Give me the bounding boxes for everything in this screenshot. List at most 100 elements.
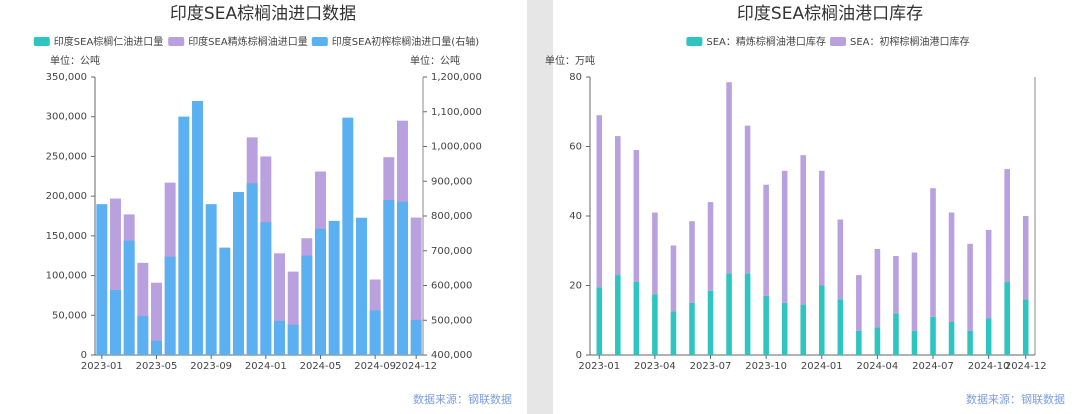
bar xyxy=(178,116,190,356)
bar xyxy=(633,149,640,283)
bar xyxy=(301,255,313,355)
x-tick-label: 2023-07 xyxy=(690,361,732,372)
bar xyxy=(985,229,992,319)
bar xyxy=(781,302,788,355)
x-tick-label: 2024-12 xyxy=(395,361,437,372)
bar xyxy=(274,320,285,355)
y-tick-label: 80 xyxy=(569,72,582,83)
chart-title: 印度SEA棕榈油港口库存 xyxy=(737,4,923,24)
legend-label: 印度SEA棕榈仁油进口量 xyxy=(54,35,164,48)
bar xyxy=(689,221,695,303)
y-tick-label: 200,000 xyxy=(46,191,87,202)
y-tick-label: 40 xyxy=(569,211,582,222)
bar xyxy=(893,313,899,355)
bar xyxy=(615,275,621,355)
legend-label: 印度SEA初榨棕榈油进口量(右轴) xyxy=(332,35,479,48)
bar xyxy=(356,217,367,355)
bar xyxy=(287,271,299,355)
legend-swatch xyxy=(33,37,50,46)
bar xyxy=(893,255,899,314)
bar xyxy=(596,287,603,355)
y2-axis-label: 单位：公吨 xyxy=(410,54,460,67)
bar xyxy=(930,316,936,355)
bar xyxy=(837,219,844,300)
x-tick-label: 2023-01 xyxy=(578,361,620,372)
bar xyxy=(726,273,732,355)
legend-swatch xyxy=(686,37,703,46)
y-tick-label: 350,000 xyxy=(46,72,87,83)
bar xyxy=(911,252,918,331)
bar xyxy=(800,304,807,355)
bar xyxy=(948,212,955,322)
x-tick-label: 2024-04 xyxy=(856,361,898,372)
bar xyxy=(110,198,121,355)
x-tick-label: 2024-01 xyxy=(245,361,287,372)
y2-tick-label: 1,100,000 xyxy=(431,107,482,118)
bar xyxy=(137,316,149,355)
y-tick-label: 0 xyxy=(576,350,582,361)
y-tick-label: 50,000 xyxy=(52,310,87,321)
bar xyxy=(219,247,231,355)
x-tick-label: 2023-10 xyxy=(745,361,787,372)
bar xyxy=(342,117,354,355)
y2-tick-label: 1,000,000 xyxy=(431,142,482,153)
source: 数据来源：钢联数据 xyxy=(966,392,1065,406)
y-tick-label: 300,000 xyxy=(46,112,87,123)
x-tick-label: 2024-05 xyxy=(300,361,342,372)
bar xyxy=(874,249,881,328)
bar xyxy=(410,217,422,355)
x-tick-label: 2023-09 xyxy=(190,361,232,372)
bar xyxy=(874,327,881,355)
legend-swatch xyxy=(830,37,846,46)
bar xyxy=(948,321,955,355)
bar xyxy=(246,183,258,355)
bar xyxy=(1022,216,1029,300)
y-tick-label: 20 xyxy=(569,281,582,292)
y-tick-label: 150,000 xyxy=(46,231,87,242)
bar xyxy=(670,245,677,312)
bar xyxy=(192,100,203,355)
bar xyxy=(596,115,603,288)
bar xyxy=(763,184,769,296)
x-tick-label: 2024-10 xyxy=(968,361,1010,372)
bar xyxy=(856,275,862,331)
y2-tick-label: 1,200,000 xyxy=(431,72,482,83)
bar xyxy=(856,330,862,355)
bar xyxy=(137,262,149,355)
bar xyxy=(410,319,422,355)
bar xyxy=(151,282,162,355)
bar xyxy=(1004,169,1010,283)
y-axis-label: 单位：万吨 xyxy=(545,54,595,67)
bar xyxy=(287,324,299,355)
y2-tick-label: 700,000 xyxy=(431,246,472,257)
bar xyxy=(744,125,751,274)
y2-tick-label: 500,000 xyxy=(431,315,472,326)
bar xyxy=(837,299,844,355)
bar xyxy=(800,155,807,305)
bar xyxy=(985,318,992,355)
bar xyxy=(110,290,121,355)
y2-tick-label: 800,000 xyxy=(431,211,472,222)
bar xyxy=(233,192,244,355)
bar xyxy=(164,256,176,355)
source: 数据来源：钢联数据 xyxy=(413,392,512,406)
legend-swatch xyxy=(311,37,328,46)
bar xyxy=(633,282,640,355)
panel xyxy=(553,0,1080,414)
bar xyxy=(818,170,825,286)
bar xyxy=(369,310,381,355)
bar xyxy=(707,290,714,355)
bar xyxy=(967,330,973,355)
bar xyxy=(151,340,162,355)
y-tick-label: 60 xyxy=(569,142,582,153)
x-tick-label: 2023-04 xyxy=(634,361,676,372)
bar xyxy=(967,243,973,331)
bar xyxy=(726,82,732,274)
bar xyxy=(707,202,714,291)
bar xyxy=(1004,282,1010,355)
bar xyxy=(96,204,108,355)
chart-title: 印度SEA棕榈油进口数据 xyxy=(170,4,356,24)
legend-label: SEA：初榨棕榈油港口库存 xyxy=(850,35,970,48)
bar xyxy=(260,222,272,355)
